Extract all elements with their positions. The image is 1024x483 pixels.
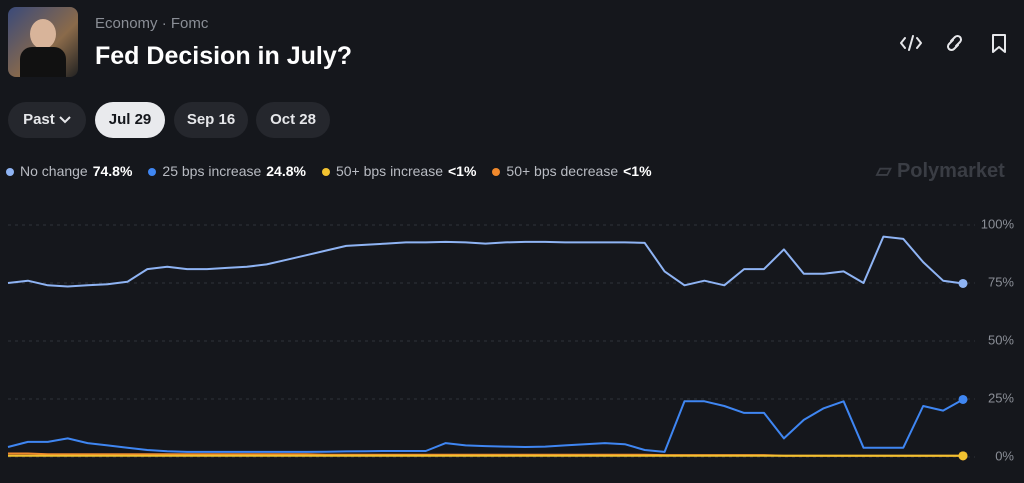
- embed-icon[interactable]: [900, 35, 922, 51]
- legend-value: 74.8%: [92, 163, 133, 179]
- action-icons: [900, 34, 1006, 53]
- legend-name: 50+ bps decrease: [506, 163, 619, 179]
- legend-value: <1%: [623, 163, 652, 179]
- title: Fed Decision in July?: [95, 42, 352, 70]
- legend-name: No change: [20, 163, 88, 179]
- tab[interactable]: Oct 28: [256, 102, 330, 138]
- legend-value: 24.8%: [266, 163, 306, 179]
- legend-dot: [148, 168, 157, 176]
- tag[interactable]: Fomc: [170, 15, 209, 32]
- legend-dot: [321, 168, 330, 176]
- legend-item: 50+ bps decrease <1%: [492, 163, 652, 179]
- y-tick-label: 0%: [995, 448, 1014, 463]
- tab[interactable]: Past: [8, 102, 86, 138]
- legend-name: 50+ bps increase: [335, 163, 443, 179]
- category[interactable]: Economy: [95, 15, 158, 32]
- tab[interactable]: Jul 29: [95, 102, 165, 138]
- legend: No change 74.8% 25 bps increase 24.8% 50+ bp…: [6, 163, 652, 179]
- legend-dot: [6, 168, 14, 176]
- bookmark-icon[interactable]: [992, 34, 1006, 53]
- y-tick-label: 75%: [988, 274, 1014, 289]
- y-tick-label: 50%: [988, 332, 1014, 347]
- legend-value: <1%: [448, 163, 477, 179]
- legend-item: 25 bps increase 24.8%: [148, 163, 306, 179]
- series-line: [7, 398, 964, 453]
- y-tick-label: 100%: [981, 216, 1015, 231]
- watermark-text: Polymarket: [896, 160, 1005, 182]
- chevron: [59, 116, 71, 124]
- legend-dot: [492, 168, 501, 176]
- end-dot: [958, 451, 968, 461]
- y-tick-label: 25%: [988, 390, 1014, 405]
- series-line: [7, 235, 964, 288]
- watermark: ▱ Polymarket: [876, 160, 1005, 182]
- breadcrumb: Economy · Fomc: [95, 15, 209, 32]
- end-dot: [958, 278, 968, 288]
- legend-item: 50+ bps increase <1%: [321, 163, 477, 179]
- tab[interactable]: Sep 16: [174, 102, 248, 138]
- end-dot: [958, 394, 968, 404]
- market-image: [8, 7, 78, 77]
- legend-item: No change 74.8%: [6, 163, 132, 179]
- legend-name: 25 bps increase: [162, 163, 262, 179]
- link-icon[interactable]: [946, 34, 963, 52]
